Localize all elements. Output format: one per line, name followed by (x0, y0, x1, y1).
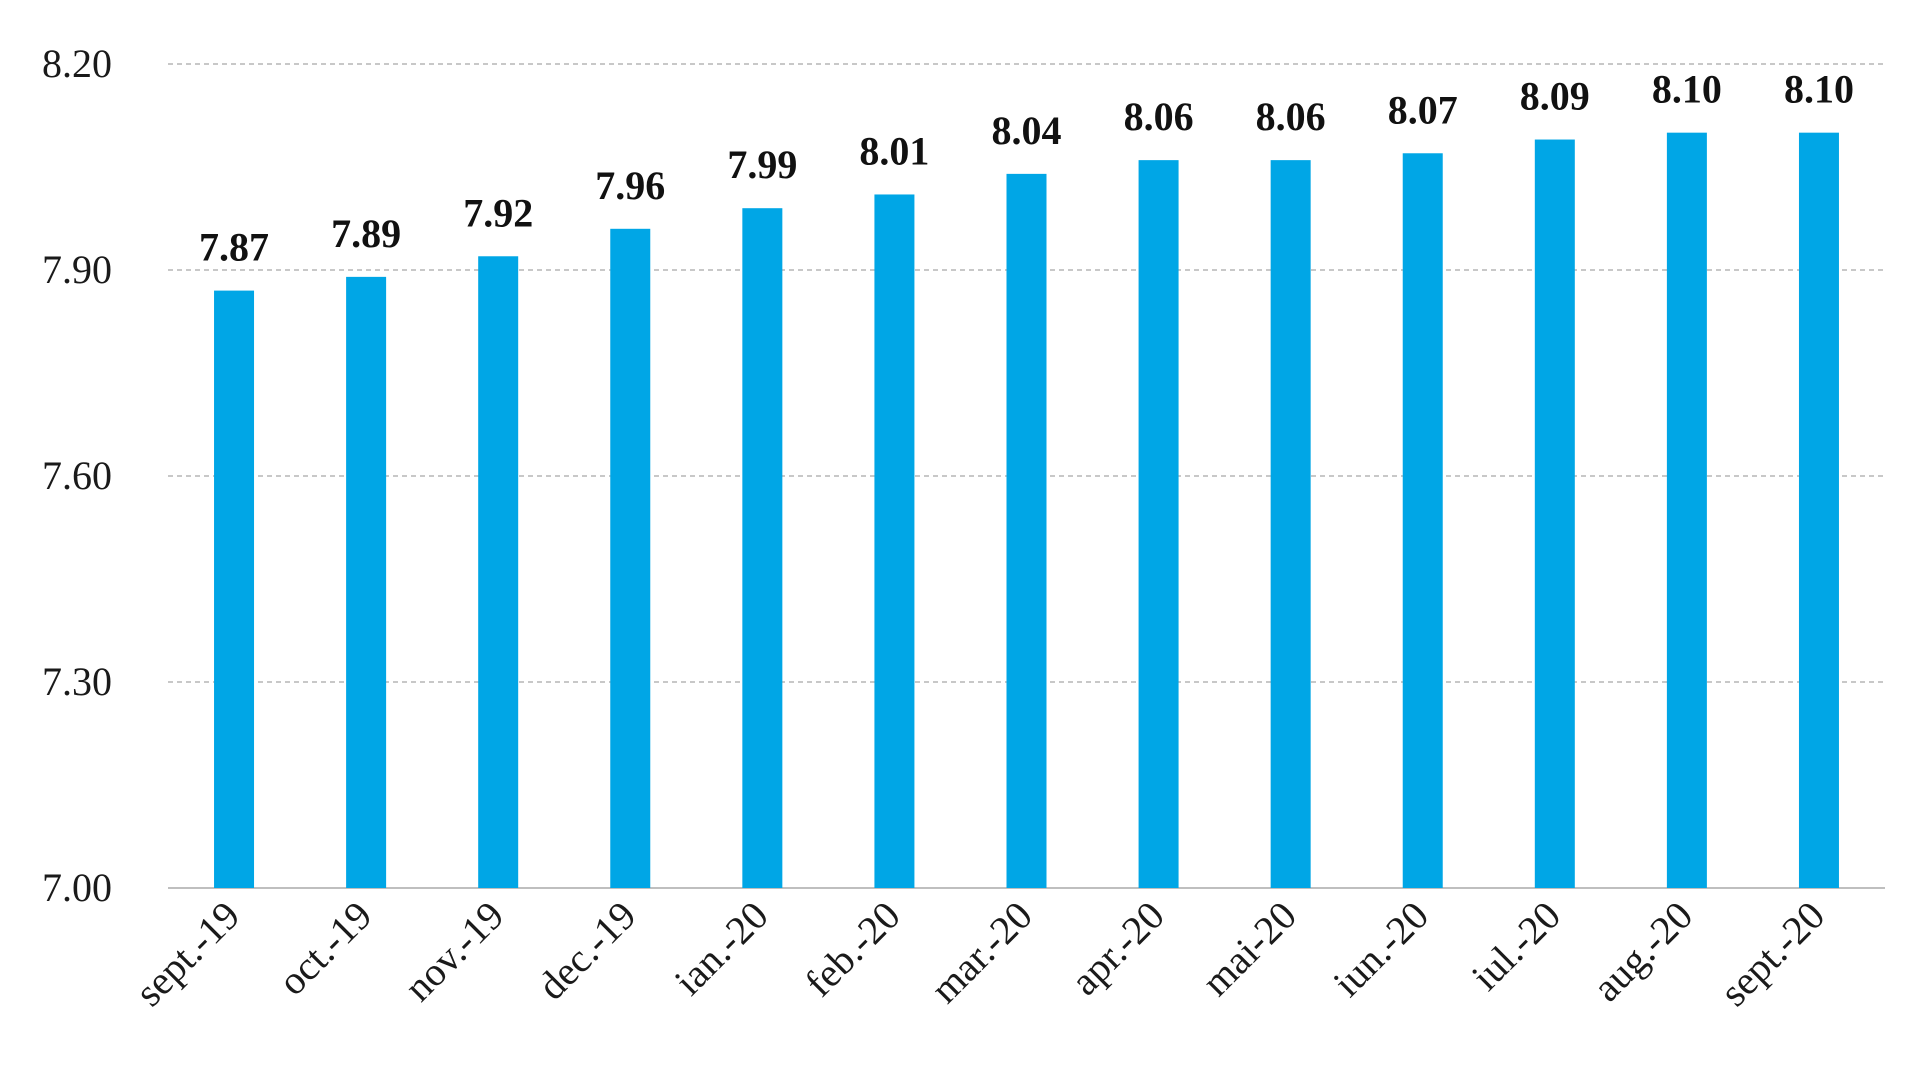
bar (874, 194, 915, 888)
bar (346, 276, 387, 888)
bar (742, 208, 783, 888)
bar (1138, 160, 1179, 889)
bar (478, 256, 519, 888)
data-labels: 7.87 7.89 7.92 7.96 7.99 8.01 8.04 8.06 8.06 8.07… (199, 67, 1854, 270)
data-label: 7.99 (727, 142, 797, 187)
data-label: 7.87 (199, 225, 269, 270)
x-axis-ticks: sept.-19 oct.-19 nov.-19 dec.-19 ian.-20 feb.… (126, 893, 1833, 1015)
x-tick-label: sept.-20 (1711, 893, 1833, 1015)
y-axis-ticks: 7.00 7.30 7.60 7.90 8.20 (42, 41, 112, 910)
x-tick-label: mai-20 (1193, 893, 1305, 1005)
x-tick-label: ian.-20 (666, 893, 777, 1004)
data-label: 8.06 (1124, 94, 1194, 139)
data-label: 7.89 (331, 211, 401, 256)
x-tick-label: iul.-20 (1463, 893, 1569, 999)
bar (610, 228, 651, 889)
x-tick-label: sept.-19 (126, 893, 248, 1015)
bar (1666, 132, 1707, 888)
bar (214, 290, 255, 889)
bar (1270, 160, 1311, 889)
data-label: 8.09 (1520, 74, 1590, 119)
x-tick-label: feb.-20 (796, 893, 909, 1006)
bar (1534, 139, 1575, 889)
data-label: 8.07 (1388, 87, 1458, 132)
y-tick-label: 7.60 (42, 453, 112, 498)
data-label: 7.96 (595, 163, 665, 208)
data-label: 7.92 (463, 190, 533, 235)
data-label: 8.10 (1652, 67, 1722, 112)
y-tick-label: 8.20 (42, 41, 112, 86)
data-label: 8.06 (1256, 94, 1326, 139)
x-tick-label: iun.-20 (1324, 893, 1437, 1006)
x-tick-label: mar.-20 (922, 893, 1041, 1012)
y-tick-label: 7.30 (42, 659, 112, 704)
y-tick-label: 7.00 (42, 865, 112, 910)
y-tick-label: 7.90 (42, 247, 112, 292)
data-label: 8.01 (859, 128, 929, 173)
bar (1798, 132, 1839, 888)
x-tick-label: oct.-19 (269, 893, 380, 1004)
bar (1006, 173, 1047, 888)
x-tick-label: apr.-20 (1062, 893, 1173, 1004)
x-tick-label: nov.-19 (395, 893, 512, 1010)
bars (214, 132, 1839, 889)
data-label: 8.04 (992, 108, 1062, 153)
x-tick-label: dec.-19 (529, 893, 645, 1009)
x-tick-label: aug.-20 (1584, 893, 1701, 1010)
bar (1402, 153, 1443, 888)
data-label: 8.10 (1784, 67, 1854, 112)
